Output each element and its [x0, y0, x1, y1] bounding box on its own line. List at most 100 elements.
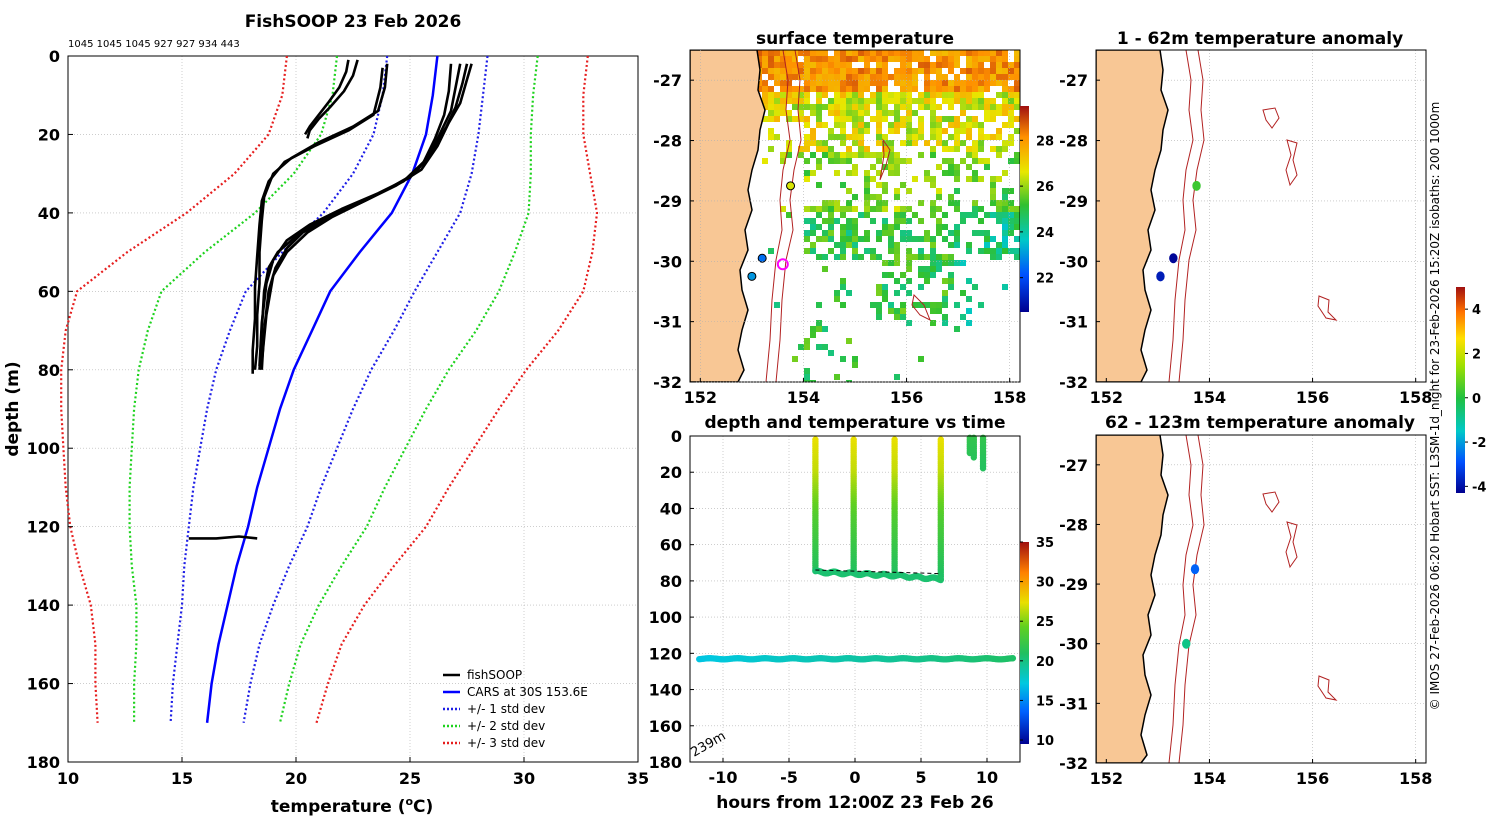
sst-pixel — [1002, 62, 1008, 68]
sst-pixel — [828, 80, 834, 86]
sst-pixel — [792, 68, 798, 74]
a2-ytick-label: -32 — [1059, 754, 1088, 773]
sst-pixel — [816, 206, 822, 212]
sst-pixel — [780, 80, 786, 86]
sst-pixel — [954, 176, 960, 182]
sst-pixel — [948, 116, 954, 122]
sst-pixel — [966, 74, 972, 80]
sst-pixel — [930, 272, 936, 278]
ts-short-dive-point — [979, 465, 987, 472]
sst-pixel — [984, 98, 990, 104]
sst-pixel — [948, 242, 954, 248]
sst-pixel — [972, 230, 978, 236]
ts-xtick-label: -5 — [780, 768, 798, 787]
sst-pixel — [762, 116, 768, 122]
sst-pixel — [876, 230, 882, 236]
sst-pixel — [906, 92, 912, 98]
sst-pixel — [960, 122, 966, 128]
sst-pixel — [882, 50, 888, 56]
sst-markers — [747, 181, 796, 281]
sst-pixel — [858, 74, 864, 80]
sst-pixel — [906, 266, 912, 272]
sst-pixel — [948, 50, 954, 56]
ts-annotation: 239m — [689, 729, 729, 761]
sst-pixel — [804, 176, 810, 182]
sst-pixel — [954, 164, 960, 170]
std-dev-line-3 — [60, 55, 288, 723]
sst-pixel — [786, 110, 792, 116]
sst-pixel — [768, 110, 774, 116]
sst-pixel — [918, 272, 924, 278]
sst-pixel — [894, 98, 900, 104]
ts-ytick-label: 60 — [660, 536, 682, 555]
sst-pixel — [804, 68, 810, 74]
sst-pixel — [1008, 74, 1014, 80]
sst-pixel — [948, 98, 954, 104]
sst-pixel — [966, 248, 972, 254]
sst-pixel — [918, 68, 924, 74]
sst-pixel — [990, 104, 996, 110]
sst-pixel — [972, 200, 978, 206]
sst-pixel — [990, 236, 996, 242]
sst-pixel — [798, 50, 804, 56]
sst-pixel — [864, 110, 870, 116]
sst-pixel — [912, 302, 918, 308]
sst-pixel — [894, 188, 900, 194]
anomaly2-land — [1096, 435, 1169, 763]
sst-pixel — [810, 74, 816, 80]
sst-pixel — [858, 254, 864, 260]
sst-pixel — [1008, 140, 1014, 146]
a2-ytick-label: -29 — [1059, 575, 1088, 594]
a1-anomaly-marker — [1192, 180, 1201, 191]
ts-ytick-label: 100 — [649, 608, 682, 627]
sst-pixel — [1002, 170, 1008, 176]
sst-pixel — [780, 92, 786, 98]
sst-pixel — [912, 86, 918, 92]
sst-pixel — [816, 122, 822, 128]
anomaly-colorbar-label: 0 — [1472, 392, 1481, 407]
sst-pixel — [918, 50, 924, 56]
sst-pixel — [1014, 80, 1020, 86]
sst-pixel — [930, 248, 936, 254]
profile-xtick-label: 20 — [285, 769, 307, 788]
sst-pixel — [954, 188, 960, 194]
sst-pixel — [768, 92, 774, 98]
sst-pixel — [774, 68, 780, 74]
anomaly1-panel: 152 154 156 158 -27 -28 -29 -30 -31 -32 1 - 62m t… — [1059, 29, 1432, 407]
sst-pixel — [870, 164, 876, 170]
sst-pixel — [978, 218, 984, 224]
sst-pixel — [876, 110, 882, 116]
sst-pixel — [810, 170, 816, 176]
sst-pixel — [834, 74, 840, 80]
sst-pixel — [876, 116, 882, 122]
sst-pixel — [948, 86, 954, 92]
sst-pixel — [822, 200, 828, 206]
sst-pixel — [834, 104, 840, 110]
sst-pixel — [822, 152, 828, 158]
a1-ytick-label: -31 — [1059, 313, 1088, 332]
a1-ytick-label: -27 — [1059, 71, 1088, 90]
profile-xtick-label: 25 — [399, 769, 421, 788]
sst-pixel — [996, 212, 1002, 218]
sst-pixel — [906, 68, 912, 74]
sst-pixel — [960, 260, 966, 266]
sst-pixel — [852, 356, 858, 362]
sst-pixel — [876, 98, 882, 104]
sst-pixel — [954, 326, 960, 332]
sst-pixel — [870, 68, 876, 74]
sst-pixel — [990, 188, 996, 194]
a1-ytick-label: -28 — [1059, 132, 1088, 151]
sst-pixel — [1014, 128, 1020, 134]
sst-pixel — [846, 236, 852, 242]
sst-pixel — [1014, 254, 1020, 260]
sst-pixel — [894, 158, 900, 164]
sst-pixel — [834, 56, 840, 62]
sst-pixel — [870, 206, 876, 212]
sst-pixel — [1014, 248, 1020, 254]
sst-pixel — [1014, 98, 1020, 104]
sst-pixel — [894, 164, 900, 170]
sst-pixel — [972, 176, 978, 182]
sst-pixel — [900, 92, 906, 98]
sst-pixel — [966, 98, 972, 104]
